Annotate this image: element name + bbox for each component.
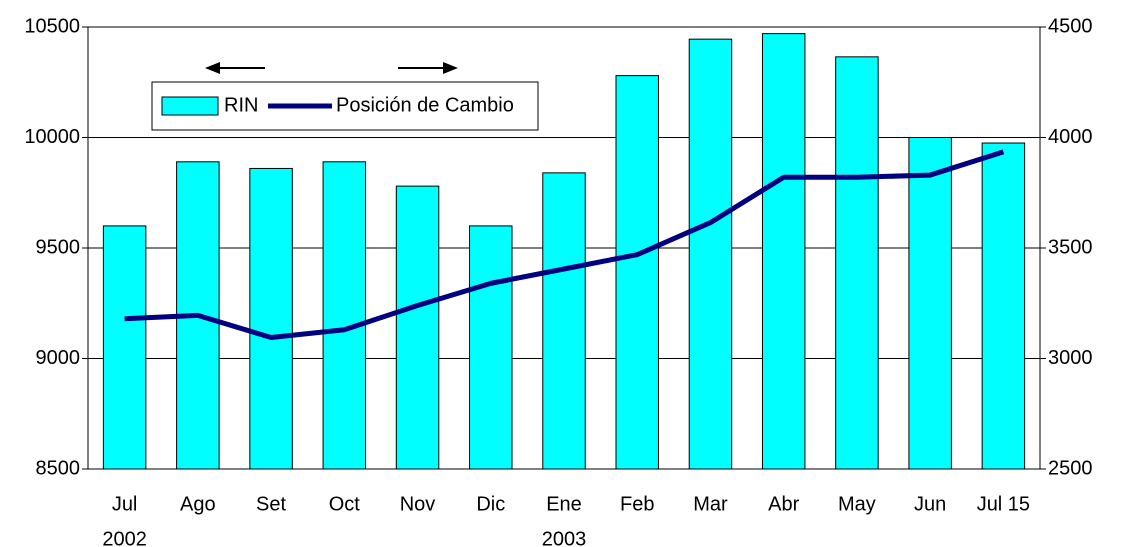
x-tick-label: Dic [476, 493, 505, 515]
y-tick-label: 9000 [36, 347, 81, 369]
y2-tick-label: 3000 [1048, 347, 1093, 369]
bar [688, 38, 733, 470]
x-tick-label: Jul [112, 493, 138, 515]
legend-label: RIN [224, 94, 258, 116]
x-tick-label: Set [256, 493, 286, 515]
y-tick-label: 8500 [36, 457, 81, 479]
bar [469, 225, 513, 470]
x-tick-label: Mar [693, 493, 728, 515]
bar [542, 172, 586, 470]
x-sublabel: 2003 [542, 528, 587, 547]
arrows [205, 62, 458, 74]
x-tick-label: Ago [180, 493, 216, 515]
legend-label: Posición de Cambio [336, 94, 514, 116]
bar [981, 142, 1026, 470]
x-sublabel: 2002 [102, 528, 147, 547]
arrow-head [443, 62, 458, 74]
line [124, 149, 1005, 341]
x-tick-label: Jun [914, 493, 946, 515]
arrow-head [205, 62, 220, 74]
x-tick-label: Ene [546, 493, 582, 515]
marks [102, 33, 1026, 470]
bar [322, 161, 367, 470]
x-tick-label: Abr [768, 493, 799, 515]
y-tick-label: 9500 [36, 236, 81, 258]
legend-swatch [161, 96, 219, 116]
bar [249, 167, 293, 470]
y2-tick-label: 2500 [1048, 457, 1093, 479]
bar [761, 33, 806, 470]
x-tick-label: Oct [329, 493, 361, 515]
x-tick-label: May [838, 493, 876, 515]
legend: RIN Posición de Cambio [151, 81, 539, 131]
y2-tick-label: 3500 [1048, 236, 1093, 258]
bar [908, 137, 952, 470]
bar [835, 56, 879, 470]
y-tick-label: 10000 [24, 126, 80, 148]
bar [102, 225, 147, 470]
bar [395, 185, 440, 470]
y-tick-label: 10500 [24, 15, 80, 37]
y2-tick-label: 4500 [1048, 15, 1093, 37]
y2-tick-label: 4000 [1048, 126, 1093, 148]
x-tick-label: Nov [400, 493, 436, 515]
x-tick-label: Jul 15 [977, 493, 1030, 515]
x-tick-label: Feb [620, 493, 654, 515]
bar [615, 75, 659, 470]
